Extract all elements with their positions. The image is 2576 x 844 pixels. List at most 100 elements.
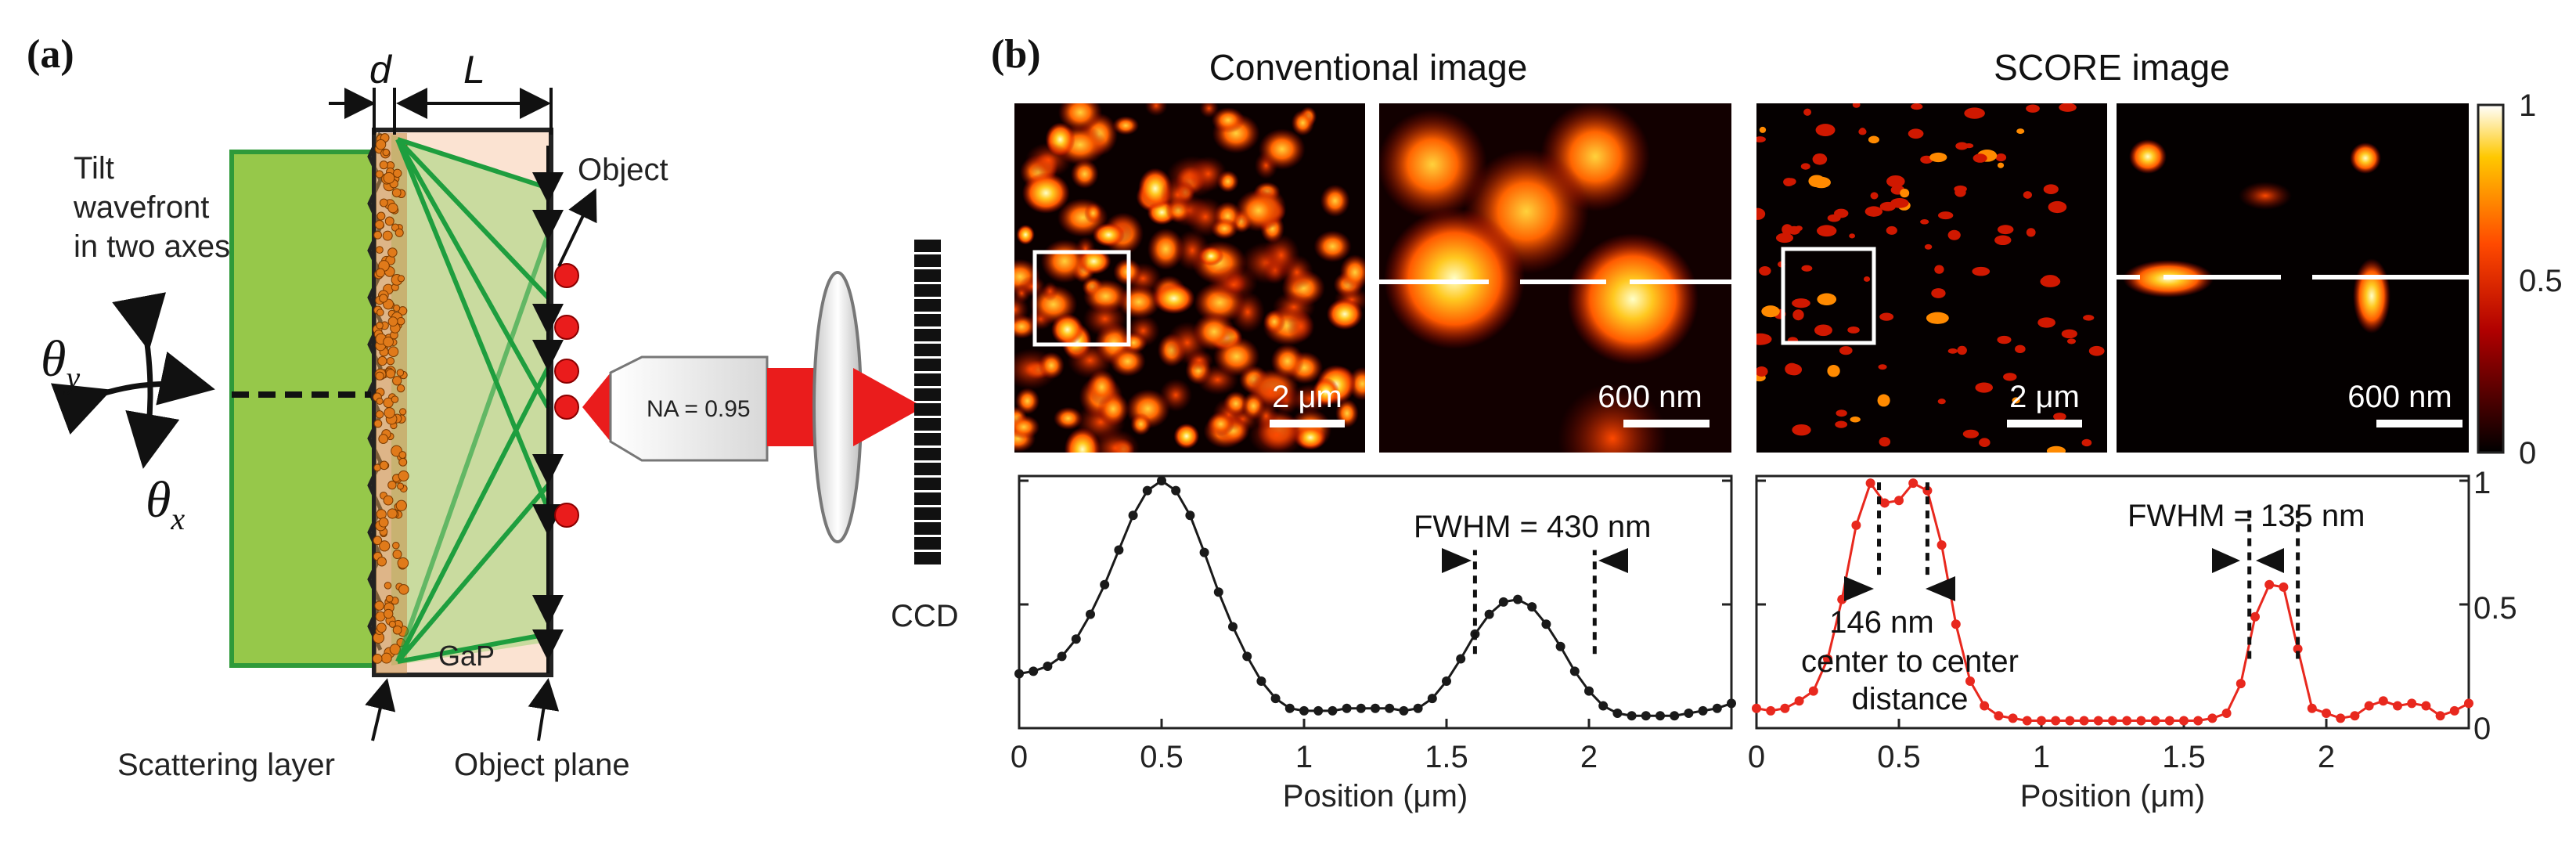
emitter-spot — [1929, 152, 1947, 163]
emitter-spot — [1792, 298, 1810, 308]
particle-dot — [384, 216, 395, 226]
data-point — [2336, 713, 2346, 723]
colorbar: 1 0.5 0 — [2477, 88, 2563, 471]
tilt-text-line1: Tilt — [74, 151, 114, 186]
emitter-spot — [1782, 224, 1793, 236]
emitter-spot — [1775, 233, 1794, 243]
data-point — [1627, 711, 1637, 721]
speckle — [1339, 254, 1365, 290]
data-point — [2322, 709, 2331, 719]
speckle — [1312, 377, 1340, 406]
speckle — [1053, 406, 1083, 431]
emitter-spot — [1879, 312, 1894, 321]
particle-dot — [373, 230, 383, 240]
object-pointer-arrow — [557, 188, 597, 267]
tilt-text-line2: wavefront — [73, 190, 209, 225]
emitter-spot — [2048, 200, 2067, 214]
emitter-spot — [1852, 103, 1861, 108]
emitter-spot — [1877, 394, 1890, 407]
emitter-spot — [1979, 438, 1991, 447]
ccd-pixel — [914, 314, 941, 326]
emitter-spot — [1920, 219, 1929, 225]
particle-dot — [372, 653, 383, 664]
particle-dot — [377, 355, 387, 366]
particle-dot — [375, 410, 384, 419]
emitter-spot — [2053, 413, 2066, 421]
data-point — [1541, 619, 1551, 629]
ccd-pixel — [914, 403, 941, 416]
emitter-spot — [1756, 207, 1766, 220]
emitter-spot — [2037, 317, 2055, 328]
data-point — [1498, 597, 1508, 607]
panel-b: (b) Conventional image SCORE image 2 μm — [991, 32, 2563, 813]
speckle — [1084, 203, 1103, 224]
data-point — [1228, 622, 1238, 632]
speckle — [1042, 281, 1058, 301]
emitter-spot — [1801, 265, 1813, 272]
distance-line1: 146 nm — [1829, 605, 1933, 640]
emitter-spot — [1934, 265, 1944, 274]
data-point — [1427, 694, 1437, 704]
ccd-pixel — [914, 254, 941, 267]
data-point — [1413, 703, 1423, 713]
data-point — [1513, 594, 1522, 604]
data-point — [1808, 686, 1818, 696]
speckle — [1160, 176, 1196, 214]
emitter-spot — [2066, 338, 2077, 344]
d-label: d — [369, 48, 393, 92]
data-point — [1242, 651, 1252, 662]
emitter-spot — [1785, 178, 1796, 186]
ccd-pixel — [914, 373, 941, 386]
data-point — [1641, 711, 1651, 721]
score-profile-chart: 0 0.5 1 1.5 2 Position (μm) — [1748, 474, 2473, 813]
particle-dot — [378, 517, 389, 528]
emitter-spot — [2043, 184, 2059, 195]
emitter-spot — [1973, 153, 1987, 163]
ccd-pixel — [914, 478, 941, 490]
data-point — [1951, 619, 1961, 629]
distance-left-marker — [1844, 576, 1874, 601]
gap-label: GaP — [438, 640, 495, 672]
speckle — [1220, 275, 1247, 294]
ccd-pixel — [914, 359, 941, 371]
data-point — [1185, 510, 1195, 521]
scalebar-label: 2 μm — [1272, 380, 1342, 414]
particle-dot — [376, 622, 387, 633]
ccd-pixel — [914, 448, 941, 460]
particle-dot — [387, 480, 397, 490]
right-axis-tick-1: 1 — [2473, 466, 2491, 500]
emitter-spot — [1878, 364, 1887, 370]
data-point — [1569, 666, 1580, 676]
data-point — [1029, 666, 1039, 676]
right-axis-tick-0-5: 0.5 — [2473, 591, 2517, 626]
plot-frame — [1018, 474, 1733, 730]
colorbar-tick-1: 1 — [2519, 88, 2536, 123]
data-point — [2065, 716, 2075, 726]
speckle — [1057, 103, 1103, 132]
particle-dot — [397, 275, 405, 283]
emitter-spot — [2003, 373, 2017, 381]
focused-beam — [853, 368, 924, 446]
emitter-spot — [1756, 366, 1768, 377]
scalebar — [1623, 420, 1710, 427]
emitter-spot — [1886, 225, 1897, 235]
ccd-pixel — [914, 329, 941, 341]
emitter-spot — [1931, 288, 1946, 298]
data-point — [1157, 476, 1166, 485]
particle-dot — [376, 557, 387, 567]
speckle — [1016, 224, 1035, 245]
emitter-spot — [1994, 235, 2012, 246]
emitter-spot — [1756, 136, 1766, 142]
x-axis-label: Position (μm) — [2020, 779, 2205, 813]
particle-dot — [393, 304, 401, 312]
data-point — [1670, 711, 1680, 721]
particle-dot — [387, 508, 398, 519]
data-point — [1727, 698, 1736, 709]
x-axis-label: Position (μm) — [1283, 779, 1468, 813]
ccd-pixel — [914, 299, 941, 312]
particle-dot — [375, 139, 387, 150]
conventional-title: Conventional image — [1209, 47, 1528, 88]
particle-dot — [373, 419, 383, 428]
data-point — [1213, 587, 1223, 597]
particle-dot — [399, 408, 407, 416]
